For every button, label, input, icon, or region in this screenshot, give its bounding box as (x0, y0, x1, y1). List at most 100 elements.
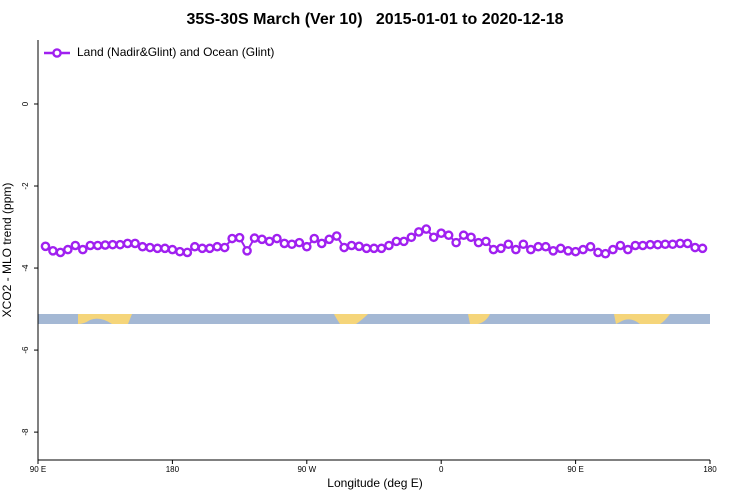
point (697, 243, 708, 254)
point (242, 246, 252, 256)
y-tick-label: -8 (21, 428, 30, 436)
point (63, 244, 73, 255)
point (638, 240, 648, 251)
point (570, 246, 581, 257)
point (227, 233, 237, 244)
y-tick-label: -6 (21, 346, 30, 354)
x-tick-label: 180 (703, 465, 717, 474)
y-tick-label: 0 (21, 101, 30, 106)
point (578, 244, 588, 255)
point (615, 240, 626, 251)
point (331, 231, 342, 241)
point (608, 244, 618, 255)
point (324, 234, 335, 245)
point (399, 236, 409, 247)
point (503, 239, 514, 250)
point (115, 239, 125, 250)
legend-marker (52, 48, 62, 58)
point (189, 241, 200, 252)
point (137, 241, 148, 252)
point (287, 239, 297, 250)
point (294, 237, 305, 248)
point (70, 240, 81, 251)
y-axis-label: XCO2 - MLO trend (ppm) (0, 183, 14, 318)
point (272, 233, 282, 244)
point (152, 243, 163, 254)
point (122, 238, 133, 249)
point (443, 230, 454, 241)
point (339, 242, 349, 253)
point (451, 237, 461, 248)
point (511, 244, 521, 255)
point (623, 244, 633, 255)
point (593, 247, 603, 258)
point (309, 233, 320, 244)
point (249, 233, 260, 243)
point (406, 232, 417, 243)
point (167, 244, 178, 255)
point (279, 238, 290, 249)
point (563, 246, 573, 256)
point (466, 232, 476, 243)
point (585, 241, 596, 252)
point (548, 246, 559, 256)
point (555, 243, 566, 254)
x-tick-label: 0 (439, 465, 444, 474)
point (533, 241, 544, 252)
point (413, 227, 424, 237)
point (428, 232, 439, 243)
point (85, 240, 96, 251)
point (361, 243, 372, 254)
point (204, 243, 215, 254)
point (316, 238, 327, 249)
point (346, 240, 357, 251)
point (376, 243, 387, 254)
x-tick-label: 90 W (297, 465, 316, 474)
point (107, 239, 118, 250)
point (160, 243, 170, 254)
point (682, 238, 693, 249)
point (481, 236, 491, 247)
point (518, 239, 529, 250)
map-strip (38, 314, 710, 324)
point (645, 239, 656, 250)
point (197, 243, 208, 254)
point (391, 236, 402, 247)
point (40, 241, 51, 252)
point (130, 238, 140, 249)
x-axis-label: Longitude (deg E) (327, 476, 422, 490)
point (675, 238, 685, 249)
point (473, 237, 484, 248)
point (48, 246, 58, 256)
chart-title: 35S-30S March (Ver 10) 2015-01-01 to 202… (186, 11, 563, 28)
point (690, 242, 700, 253)
legend-label: Land (Nadir&Glint) and Ocean (Glint) (77, 45, 274, 59)
point (301, 241, 312, 252)
point (667, 239, 678, 250)
point (264, 236, 275, 247)
x-tick-label: 180 (166, 465, 180, 474)
point (219, 242, 230, 253)
point (92, 240, 103, 251)
point (175, 246, 185, 257)
point (384, 240, 394, 251)
point (660, 239, 671, 250)
point (55, 247, 66, 258)
point (436, 228, 447, 238)
point (100, 240, 110, 250)
point (421, 224, 432, 234)
point (212, 241, 222, 252)
point (354, 241, 364, 252)
point (540, 241, 551, 252)
point (600, 248, 611, 259)
point (234, 232, 245, 243)
point (652, 239, 663, 250)
point (78, 244, 88, 255)
point (496, 243, 506, 254)
point (526, 244, 536, 255)
point (488, 244, 499, 255)
point (458, 230, 469, 241)
point (257, 234, 267, 245)
